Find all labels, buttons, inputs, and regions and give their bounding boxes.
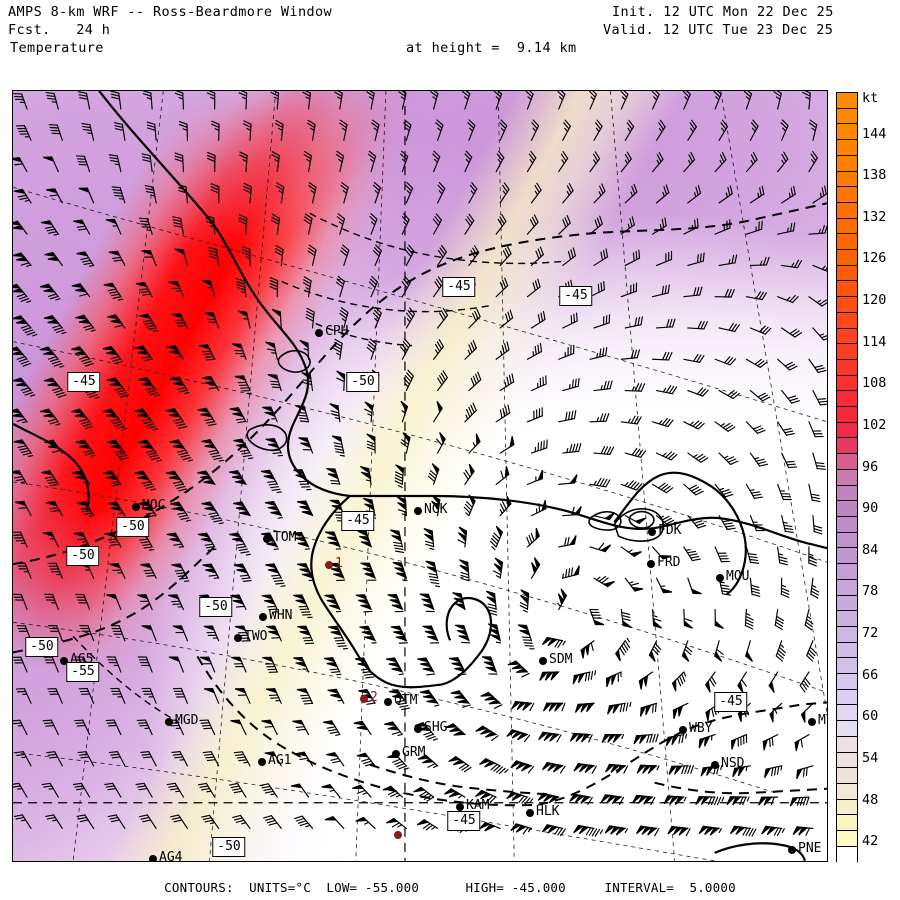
colorbar-swatch <box>837 579 857 596</box>
colorbar-swatch <box>837 187 857 203</box>
colorbar-swatch <box>837 265 857 282</box>
colorbar-tick: 114 <box>862 333 887 350</box>
model-title: AMPS 8-km WRF -- Ross-Beardmore Window <box>8 4 333 20</box>
colorbar-swatch <box>837 674 857 690</box>
forecast-hour: Fcst. 24 h <box>8 22 111 38</box>
colorbar-swatch <box>837 438 857 455</box>
colorbar-swatch <box>837 218 857 235</box>
colorbar-swatch <box>837 815 857 832</box>
colorbar-tick: 60 <box>862 708 879 725</box>
colorbar-swatch <box>837 831 857 847</box>
colorbar-tick: 138 <box>862 167 887 184</box>
colorbar-swatch <box>837 799 857 816</box>
colorbar-tick: 144 <box>862 125 887 142</box>
colorbar-tick: 66 <box>862 666 879 683</box>
coastline-and-graticule-overlay <box>13 91 827 861</box>
init-time: Init. 12 UTC Mon 22 Dec 25 <box>612 4 834 20</box>
colorbar-tick-labels: 144 138 132 126 120 114 108 102 96 90 84 78 72 66 60 54… <box>862 92 900 872</box>
colorbar-tick: 78 <box>862 583 879 600</box>
colorbar-swatch <box>837 297 857 313</box>
colorbar-tick: 102 <box>862 416 887 433</box>
colorbar-swatch <box>837 611 857 627</box>
map-panel[interactable]: CPH MOC TOM NGK FDK FRD MOU WHN TWO AG5 SDM MGD OTM S… <box>12 90 828 862</box>
colorbar-swatch <box>837 721 857 737</box>
colorbar-swatch <box>837 93 857 109</box>
colorbar-swatch <box>837 783 857 800</box>
colorbar-swatch <box>837 658 857 675</box>
level-height: at height = 9.14 km <box>406 40 577 56</box>
colorbar-tick: 54 <box>862 749 879 766</box>
field-name: Temperature <box>10 40 104 56</box>
colorbar-swatch <box>837 469 857 486</box>
colorbar-swatch <box>837 595 857 612</box>
colorbar-swatch <box>837 846 857 863</box>
colorbar-tick: 132 <box>862 208 887 225</box>
colorbar-swatch <box>837 516 857 533</box>
colorbar-swatch <box>837 422 857 439</box>
colorbar-unit-label: kt <box>862 90 879 106</box>
colorbar-swatch <box>837 407 857 423</box>
colorbar-swatch <box>837 375 857 392</box>
colorbar-tick: 126 <box>862 250 887 267</box>
colorbar-swatch <box>837 124 857 141</box>
colorbar-swatch <box>837 171 857 188</box>
colorbar-swatch <box>837 202 857 219</box>
colorbar-swatch <box>837 626 857 643</box>
contour-info-footer: CONTOURS: UNITS=°C LOW= -55.000 HIGH= -4… <box>164 880 736 895</box>
colorbar-swatch <box>837 705 857 722</box>
colorbar-swatch <box>837 359 857 376</box>
colorbar-swatch <box>837 454 857 470</box>
colorbar-swatch <box>837 532 857 549</box>
colorbar-tick: 84 <box>862 541 879 558</box>
colorbar-swatch <box>837 250 857 266</box>
colorbar-swatch <box>837 328 857 345</box>
colorbar-swatch <box>837 736 857 753</box>
colorbar-swatch <box>837 485 857 502</box>
colorbar-tick: 108 <box>862 375 887 392</box>
colorbar-swatch <box>837 312 857 329</box>
wind-speed-colorbar <box>836 92 858 863</box>
colorbar-tick: 72 <box>862 625 879 642</box>
valid-time: Valid. 12 UTC Tue 23 Dec 25 <box>603 22 834 38</box>
colorbar-tick: 42 <box>862 833 879 850</box>
colorbar-swatch <box>837 391 857 408</box>
colorbar-swatch <box>837 642 857 659</box>
colorbar-swatch <box>837 564 857 580</box>
colorbar-swatch <box>837 281 857 298</box>
colorbar-swatch <box>837 140 857 156</box>
colorbar-tick: 96 <box>862 458 879 475</box>
colorbar-swatch <box>837 689 857 706</box>
colorbar-tick: 48 <box>862 791 879 808</box>
colorbar-swatch <box>837 768 857 784</box>
colorbar-swatch <box>837 108 857 125</box>
colorbar-swatch <box>837 234 857 251</box>
colorbar-swatch <box>837 155 857 172</box>
colorbar-swatch <box>837 344 857 360</box>
colorbar-tick: 90 <box>862 500 879 517</box>
colorbar-tick: 120 <box>862 292 887 309</box>
colorbar-swatch <box>837 501 857 517</box>
colorbar-swatch <box>837 548 857 565</box>
colorbar-swatch <box>837 752 857 769</box>
